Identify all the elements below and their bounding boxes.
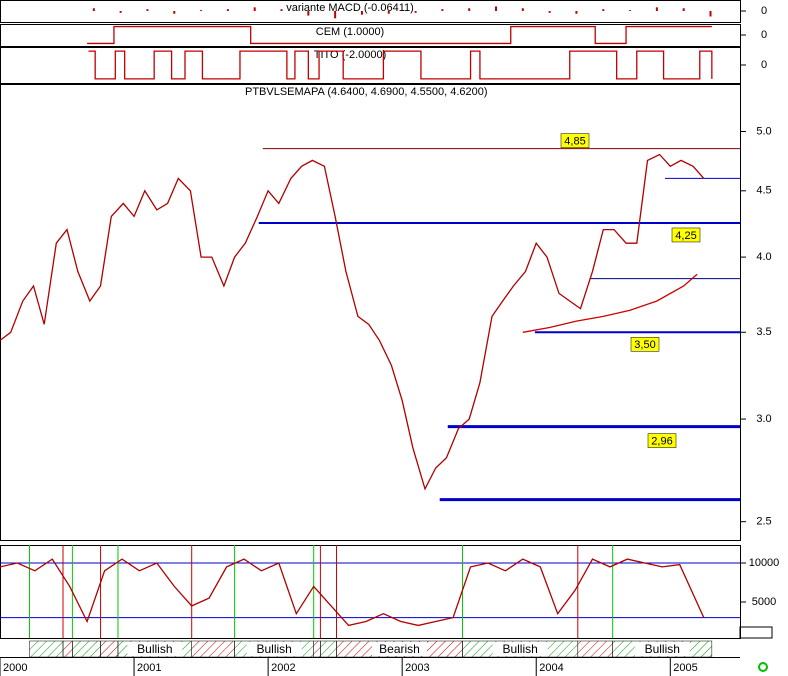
regime-label: Bullish (645, 642, 680, 656)
y-tick-label: 3.5 (756, 326, 771, 338)
bar (441, 9, 444, 11)
bar (709, 11, 712, 17)
regime-band (191, 640, 235, 658)
x-tick-label: 2000 (3, 662, 27, 674)
bar (280, 9, 283, 11)
regime-label: Bullish (256, 642, 291, 656)
panel-title: PTBVLSEMAPA (4.6400, 4.6900, 4.5500, 4.6… (245, 86, 488, 98)
regime-label: Bearish (379, 642, 420, 656)
bar (92, 8, 95, 11)
y-tick-label: 3.0 (756, 413, 771, 425)
step-line (87, 25, 712, 45)
y-tick-label: 0 (761, 59, 767, 71)
step-line (88, 50, 713, 80)
regime-band (29, 640, 64, 658)
bar (575, 11, 578, 14)
y-tick-label: 4.5 (756, 185, 771, 197)
regime-band (72, 640, 101, 658)
level-label: 4,85 (564, 136, 585, 148)
bar (334, 11, 337, 19)
bar (387, 11, 390, 14)
bar (414, 11, 417, 13)
bar (200, 10, 203, 11)
series-line (522, 273, 698, 333)
bar (629, 10, 632, 11)
regime-label-bg (634, 642, 690, 656)
panel-title: variante MACD (-0.06411) (286, 2, 414, 14)
bar (521, 8, 524, 11)
y-tick-label: 4.0 (756, 251, 771, 263)
x-tick-label: 2004 (539, 662, 563, 674)
regime-label-bg (127, 642, 183, 656)
bar (119, 11, 122, 13)
level-label-box (560, 133, 590, 148)
y-tick-label: 5.0 (756, 125, 771, 137)
bar (360, 11, 363, 15)
x-tick-label: 2003 (405, 662, 429, 674)
regime-band (577, 640, 613, 658)
bar (226, 9, 229, 11)
y-tick-label: 0 (761, 5, 767, 17)
level-label: 3,50 (634, 339, 655, 351)
bar (146, 9, 149, 11)
level-label-box (671, 227, 701, 243)
axis-box (739, 626, 773, 639)
x-tick-label: 2001 (137, 662, 161, 674)
bar (655, 7, 658, 11)
panel-title: CEM (1.0000) (316, 26, 384, 38)
bar (495, 6, 498, 11)
x-tick-label: 2005 (673, 662, 697, 674)
y-tick-label: 10000 (749, 557, 780, 569)
y-tick-label: 5000 (752, 596, 776, 608)
level-label: 4,25 (675, 230, 696, 242)
bar (253, 7, 256, 11)
regime-label: Bullish (502, 642, 537, 656)
regime-label-bg (492, 642, 548, 656)
regime-band (313, 640, 321, 658)
bar (548, 11, 551, 13)
level-label-box (647, 433, 677, 448)
regime-label-bg (371, 642, 427, 656)
y-tick-label: 0 (761, 29, 767, 41)
regime-label-bg (246, 642, 302, 656)
regime-label: Bullish (137, 642, 172, 656)
status-icon (758, 662, 768, 672)
bar (602, 9, 605, 11)
regime-band (62, 640, 73, 658)
series-line (0, 153, 705, 491)
regime-band (100, 640, 119, 658)
bar (468, 8, 471, 11)
bar (682, 8, 685, 11)
panel-title: TITO (-2.0000) (314, 49, 387, 61)
level-label-box (630, 337, 660, 352)
series-line (0, 558, 705, 627)
y-tick-label: 2.5 (756, 516, 771, 528)
bar (173, 11, 176, 14)
bar (307, 11, 310, 16)
x-tick-label: 2002 (271, 662, 295, 674)
level-label: 2,96 (651, 436, 672, 448)
regime-band (320, 640, 337, 658)
